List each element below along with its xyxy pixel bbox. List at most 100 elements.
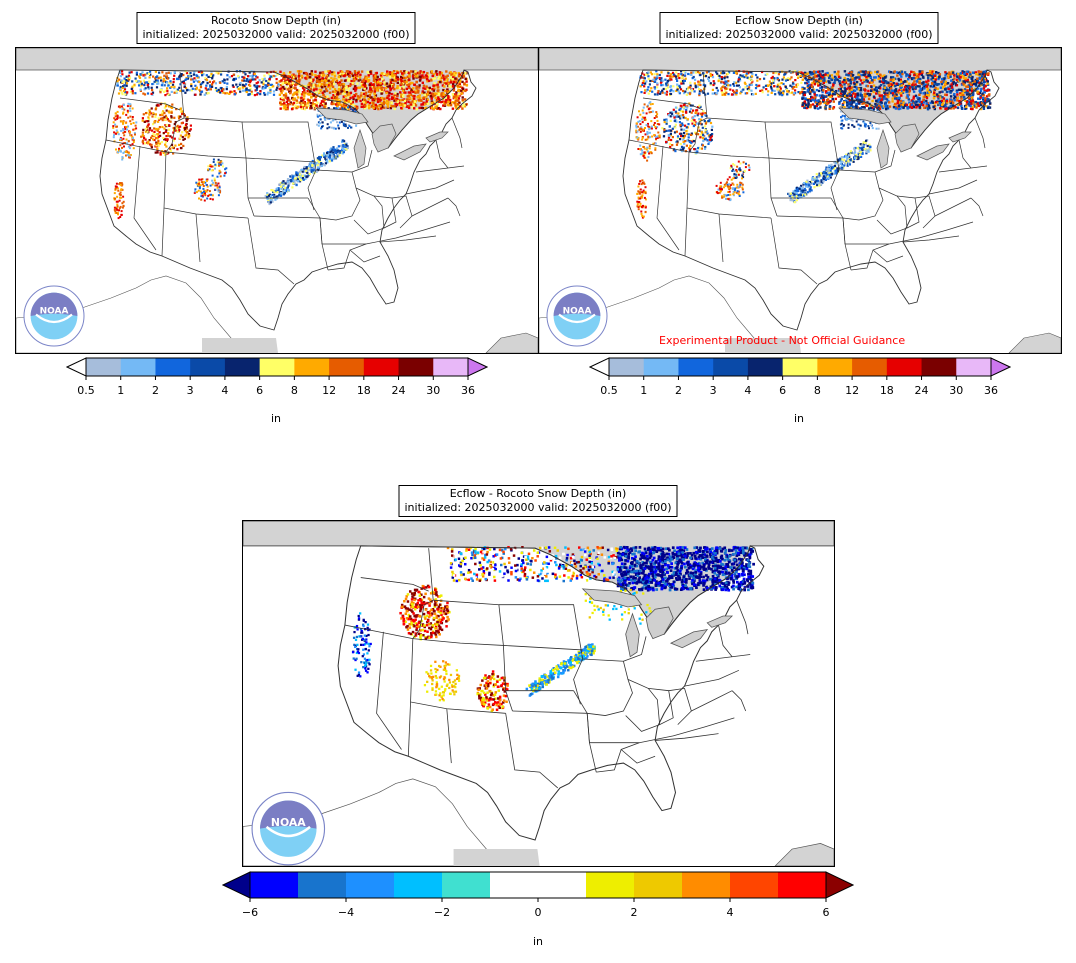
colorbar-tick-label: 30 (949, 384, 963, 397)
colorbar-tick-label: 4 (727, 906, 734, 919)
state-border (970, 197, 984, 217)
rocoto-map-canvas: NOAA (16, 48, 538, 353)
state-border (668, 687, 692, 725)
state-border (327, 243, 367, 271)
colorbar-segment (442, 872, 491, 898)
colorbar-segment (538, 872, 587, 898)
state-border (435, 139, 449, 169)
state-border (412, 548, 434, 639)
caribbean-land (1008, 332, 1061, 353)
great-lake (353, 128, 367, 169)
rocoto-colorbar-unit: in (270, 412, 282, 425)
state-border (119, 97, 181, 111)
state-border (648, 688, 674, 725)
state-border (686, 151, 772, 219)
colorbar-segment (120, 358, 156, 376)
state-border (133, 145, 157, 251)
rocoto-colorbar: 0.5 1 2 3 4 6 8 12 18 24 30 36 (66, 357, 488, 397)
state-border (958, 139, 972, 169)
colorbar-tick-label: 1 (117, 384, 124, 397)
colorbar-tick-label: 12 (322, 384, 336, 397)
state-border (161, 207, 165, 257)
colorbar-segment (713, 358, 749, 376)
colorbar-segment (329, 358, 365, 376)
state-border (322, 221, 451, 245)
colorbar-tick-label: 36 (984, 384, 998, 397)
great-lake (645, 606, 674, 640)
colorbar-tick-label: 2 (675, 384, 682, 397)
domain-gap (453, 849, 540, 866)
state-border (876, 187, 908, 235)
colorbar-segment (224, 358, 261, 376)
colorbar-tick-label: 6 (823, 906, 830, 919)
colorbar-segment (678, 358, 714, 376)
state-border (838, 169, 884, 221)
great-lake (706, 615, 734, 628)
colorbar-tick-label: 2 (152, 384, 159, 397)
ecflow-map: NOAA Experimental Product - Not Official… (538, 47, 1062, 354)
state-border (850, 243, 890, 271)
state-border (405, 179, 455, 195)
state-border (407, 701, 411, 757)
state-border (351, 149, 373, 173)
state-border (247, 217, 295, 285)
great-lake (425, 131, 449, 143)
colorbar-tick-label: 6 (256, 384, 263, 397)
diff-title: Ecflow - Rocoto Snow Depth (in) initiali… (398, 485, 678, 517)
colorbar-tick-label: 3 (187, 384, 194, 397)
colorbar-over-arrow (990, 357, 1011, 377)
state-border (165, 71, 185, 153)
state-border (353, 187, 385, 235)
state-border (195, 213, 201, 263)
noaa-logo-text: NOAA (40, 307, 69, 317)
state-border (505, 713, 559, 789)
us-boundary (99, 69, 477, 331)
state-border (245, 157, 317, 163)
colorbar-tick-label: 3 (710, 384, 717, 397)
colorbar-tick-label: 24 (915, 384, 929, 397)
colorbar-tick-label: 12 (845, 384, 859, 397)
experimental-note: Experimental Product - Not Official Guid… (659, 334, 906, 347)
colorbar-tick-label: 0 (535, 906, 542, 919)
state-border (688, 71, 708, 153)
us-boundary (337, 545, 765, 841)
state-border (770, 217, 818, 285)
ecflow-colorbar-unit: in (793, 412, 805, 425)
diff-map-canvas: NOAA (243, 521, 834, 866)
rocoto-title-line1: Rocoto Snow Depth (in) (211, 14, 341, 27)
state-border (447, 197, 461, 217)
diff-colorbar: −6 −4 −2 0 2 4 6 (222, 871, 854, 919)
state-border (928, 179, 978, 195)
colorbar-segment (886, 358, 923, 376)
state-border (914, 195, 936, 229)
state-border (625, 678, 661, 732)
state-border (736, 600, 749, 635)
state-border (410, 638, 506, 714)
colorbar-under-arrow (589, 357, 610, 377)
rocoto-title-line2: initialized: 2025032000 valid: 202503200… (142, 28, 410, 41)
colorbar-segment (778, 872, 827, 898)
colorbar-tick-label: −4 (338, 906, 354, 919)
state-border (768, 157, 840, 163)
colorbar-segment (852, 358, 888, 376)
state-border (718, 624, 733, 657)
colorbar-tick-label: 4 (221, 384, 228, 397)
colorbar-segment (782, 358, 818, 376)
colorbar-segment (155, 358, 191, 376)
colorbar-segment (682, 872, 731, 898)
colorbar-segment (586, 872, 635, 898)
great-lake (838, 107, 892, 125)
state-border (695, 654, 751, 662)
state-border (684, 207, 688, 257)
state-border (512, 710, 597, 773)
state-border (655, 733, 719, 741)
state-border (691, 690, 733, 712)
state-border (902, 235, 960, 243)
state-border (573, 690, 588, 714)
state-border (596, 742, 640, 773)
state-border (718, 213, 724, 263)
colorbar-segment (294, 358, 330, 376)
colorbar-tick-label: 30 (426, 384, 440, 397)
domain-gap (725, 338, 801, 353)
state-border (163, 151, 249, 219)
